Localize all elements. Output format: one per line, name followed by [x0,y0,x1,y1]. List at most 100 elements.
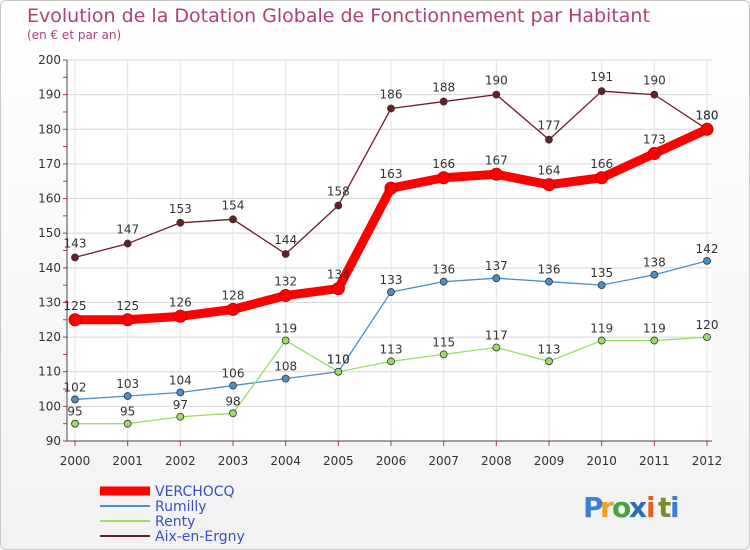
point-renty-2006 [387,357,395,366]
data-label-aix-en-ergny-2001: 147 [116,223,139,237]
point-rumilly-2010 [597,281,606,290]
point-renty-2012 [703,333,711,341]
data-label-aix-en-ergny-2006: 186 [380,87,403,101]
data-labels: 143 147 153 154 144 158 186 188 190 177 191 190 180 1… [64,70,719,419]
data-label-rumilly-2007: 136 [432,263,455,277]
grid-lines [67,59,712,442]
data-label-aix-en-ergny-2012: 180 [696,108,719,122]
y-tick-140: 140 [38,261,61,275]
point-renty-2011 [650,336,659,345]
point-aix-en-ergny-2007 [439,97,448,106]
point-verchocq-2004 [279,289,293,303]
x-tick-2001: 2001 [112,454,143,468]
data-label-verchocq-2000: 125 [64,299,87,313]
x-axis-ticks: 2000 2001 2002 2003 2004 2005 2006 2007 2008 2009… [60,454,723,468]
chart-subtitle: (en € et par an) [27,28,121,42]
y-tick-190: 190 [38,88,61,102]
point-rumilly-2002 [176,388,185,397]
legend-label-verchocq: VERCHOCQ [155,484,235,500]
data-label-rumilly-2012: 142 [696,242,719,256]
data-label-aix-en-ergny-2008: 190 [485,74,508,88]
point-verchocq-2009 [542,178,556,192]
point-rumilly-2004 [281,374,290,383]
data-label-aix-en-ergny-2010: 191 [590,70,613,84]
point-verchocq-2001 [121,313,135,327]
data-label-renty-2009: 113 [538,342,561,356]
data-label-rumilly-2010: 135 [590,266,613,280]
logo-letter: o [612,491,631,524]
point-aix-en-ergny-2006 [387,104,395,113]
point-aix-en-ergny-2004 [281,250,290,258]
point-renty-2000 [71,419,79,428]
y-tick-100: 100 [38,399,61,413]
data-label-verchocq-2011: 173 [643,133,666,147]
data-label-aix-en-ergny-2004: 144 [274,233,297,247]
x-tick-2003: 2003 [218,454,249,468]
point-aix-en-ergny-2008 [492,90,501,99]
data-label-rumilly-2011: 138 [643,256,666,270]
point-verchocq-2011 [647,147,661,161]
data-label-renty-2010: 119 [590,322,613,336]
y-tick-90: 90 [46,434,61,448]
point-aix-en-ergny-2000 [71,253,79,262]
data-label-rumilly-2004: 108 [274,360,297,374]
x-tick-2007: 2007 [428,454,459,468]
point-renty-2005 [334,367,343,376]
data-label-rumilly-2000: 102 [64,380,87,394]
x-tick-2008: 2008 [481,454,512,468]
point-verchocq-2010 [595,171,609,185]
y-tick-120: 120 [38,330,61,344]
y-tick-170: 170 [38,157,61,171]
point-rumilly-2008 [492,274,501,283]
data-label-aix-en-ergny-2003: 154 [222,198,245,212]
point-aix-en-ergny-2001 [123,239,132,248]
data-label-aix-en-ergny-2000: 143 [64,236,87,250]
point-rumilly-2003 [229,381,237,390]
point-verchocq-2005 [331,282,345,296]
point-renty-2002 [176,412,185,421]
data-label-rumilly-2003: 106 [222,367,245,381]
point-aix-en-ergny-2011 [650,90,659,99]
x-tick-2009: 2009 [534,454,565,468]
point-rumilly-2011 [650,270,659,279]
x-tick-2000: 2000 [60,454,91,468]
y-tick-200: 200 [38,53,61,67]
point-aix-en-ergny-2005 [334,201,343,210]
data-label-verchocq-2006: 163 [380,167,403,181]
y-tick-110: 110 [38,365,61,379]
axes [63,59,712,446]
x-tick-2004: 2004 [270,454,301,468]
legend-label-rumilly: Rumilly [155,499,207,515]
data-label-rumilly-2001: 103 [116,377,139,391]
point-verchocq-2006 [384,181,398,195]
point-aix-en-ergny-2009 [545,135,553,144]
x-tick-2005: 2005 [323,454,354,468]
point-verchocq-2003 [226,302,240,316]
x-tick-2010: 2010 [586,454,617,468]
data-label-renty-2005: 110 [327,353,350,367]
data-label-verchocq-2010: 166 [590,157,613,171]
point-renty-2008 [492,343,501,352]
point-rumilly-2012 [703,256,711,265]
point-rumilly-2007 [439,277,448,286]
legend-label-renty: Renty [155,514,195,530]
data-label-verchocq-2012: 180 [696,108,719,122]
point-renty-2007 [439,350,448,359]
x-tick-2002: 2002 [165,454,196,468]
logo-letter: P [583,491,604,524]
data-label-aix-en-ergny-2011: 190 [643,74,666,88]
y-tick-150: 150 [38,226,61,240]
x-tick-2006: 2006 [376,454,407,468]
legend-label-aix-en-ergny: Aix-en-Ergny [155,529,245,545]
plot-area [67,60,712,441]
y-tick-130: 130 [38,295,61,309]
data-label-renty-2008: 117 [485,328,508,342]
point-verchocq-2008 [489,167,503,181]
chart-title: Evolution de la Dotation Globale de Fonc… [27,5,650,27]
logo-letter: i [670,491,680,524]
data-label-renty-2004: 119 [274,322,297,336]
data-label-aix-en-ergny-2002: 153 [169,202,192,216]
data-label-renty-2002: 97 [173,398,188,412]
